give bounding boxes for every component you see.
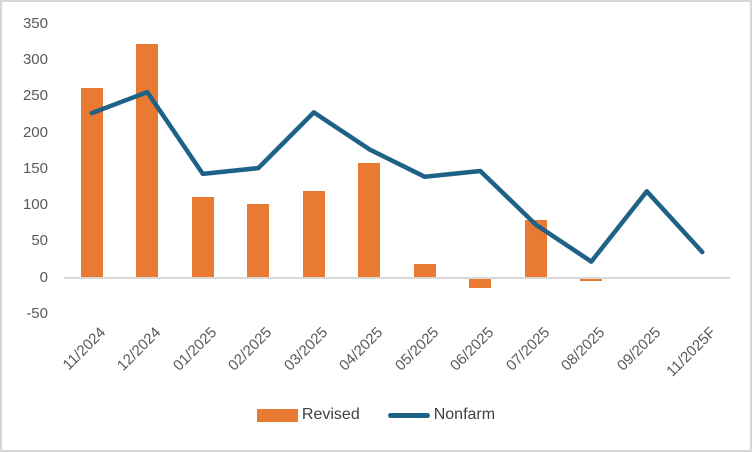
zero-axis-line: [64, 276, 730, 279]
y-tick-label: 200: [22, 123, 48, 141]
nonfarm-swatch-icon: [387, 412, 430, 418]
legend-item-revised: Revised: [256, 406, 360, 424]
bar-revised-02/2025: [247, 203, 270, 278]
bar-revised-04/2025: [358, 163, 381, 278]
legend-item-nonfarm: Nonfarm: [387, 406, 496, 424]
bar-revised-03/2025: [302, 190, 325, 278]
y-tick-label: 0: [39, 268, 48, 286]
legend-label-revised: Revised: [301, 406, 360, 423]
chart-legend: Revised Nonfarm: [2, 406, 750, 424]
y-tick-label: 150: [22, 159, 48, 177]
bar-revised-08/2025: [580, 278, 603, 282]
bar-revised-05/2025: [413, 263, 436, 278]
bar-revised-11/2024: [80, 88, 103, 278]
y-tick-label: 100: [22, 196, 48, 214]
revised-swatch-icon: [256, 408, 298, 422]
y-tick-label: -50: [26, 304, 48, 322]
y-tick-label: 350: [22, 14, 48, 32]
nonfarm-line: [89, 89, 705, 264]
bar-revised-01/2025: [191, 197, 214, 278]
bar-revised-07/2025: [524, 220, 547, 278]
y-tick-label: 250: [22, 87, 48, 105]
legend-label-nonfarm: Nonfarm: [433, 406, 496, 423]
y-tick-label: 50: [31, 232, 48, 250]
y-tick-label: 300: [22, 51, 48, 69]
bar-revised-06/2025: [469, 278, 492, 288]
